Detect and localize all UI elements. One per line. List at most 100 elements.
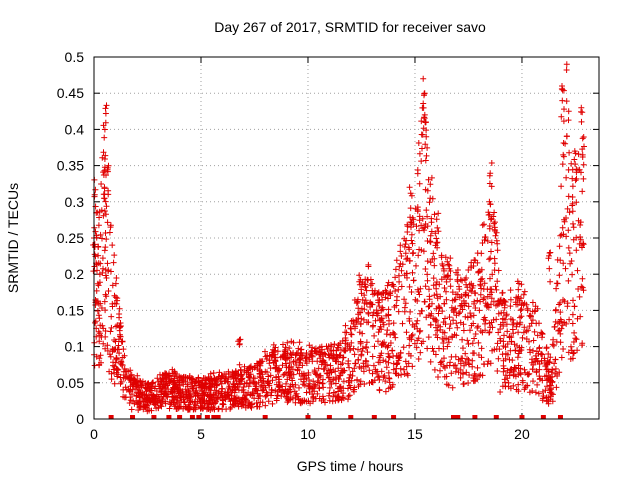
data-point (95, 222, 102, 229)
data-point (421, 227, 428, 234)
data-point (324, 361, 330, 368)
data-point (370, 322, 377, 329)
data-point (448, 304, 455, 311)
plot-frame (93, 56, 600, 420)
data-point (443, 381, 450, 388)
data-point (572, 161, 579, 168)
data-point (471, 350, 478, 357)
data-point (268, 386, 275, 393)
data-point (443, 278, 450, 285)
x-tick-label: 20 (514, 426, 530, 442)
data-point (102, 307, 109, 314)
data-point (281, 371, 288, 378)
data-point (575, 286, 582, 292)
data-point (519, 334, 526, 341)
data-point (343, 329, 350, 336)
data-point (335, 342, 342, 349)
data-point (513, 386, 520, 393)
data-point (392, 288, 399, 294)
data-point (579, 151, 586, 158)
data-point (515, 381, 522, 388)
data-point (444, 343, 451, 350)
data-point (231, 384, 238, 390)
data-point (530, 347, 536, 354)
data-point (557, 309, 564, 316)
data-point (369, 287, 376, 294)
data-point (102, 272, 109, 279)
data-point (361, 292, 368, 299)
data-point (166, 405, 173, 412)
data-point (380, 321, 387, 328)
data-point (258, 358, 265, 365)
data-point (472, 331, 479, 337)
data-point (481, 295, 488, 301)
data-point (110, 259, 117, 266)
data-point (500, 357, 507, 364)
data-point (418, 247, 425, 254)
data-point (422, 283, 429, 290)
data-point (447, 255, 454, 262)
chart-title: Day 267 of 2017, SRMTID for receiver sav… (214, 19, 486, 35)
data-point (96, 214, 103, 221)
data-point (410, 277, 417, 284)
data-point (560, 296, 566, 303)
data-point (510, 330, 517, 337)
data-point (107, 353, 114, 360)
data-point (515, 286, 522, 293)
data-point (348, 377, 355, 384)
data-point (242, 396, 249, 402)
data-point (398, 253, 405, 259)
data-point (268, 392, 274, 399)
data-point (435, 210, 442, 217)
data-point (186, 405, 193, 412)
data-point (393, 257, 400, 264)
zero-marker (455, 415, 461, 419)
data-point (238, 397, 245, 403)
data-point (361, 300, 368, 307)
data-point (558, 113, 565, 120)
data-point (385, 353, 392, 360)
data-point (431, 292, 438, 299)
data-point (335, 365, 342, 372)
data-point (369, 301, 376, 308)
data-point (434, 327, 441, 334)
data-point (577, 236, 584, 243)
data-point (190, 406, 197, 413)
data-point (95, 252, 102, 259)
data-point (532, 307, 539, 314)
data-point (100, 149, 107, 156)
data-point (382, 294, 389, 301)
data-point (286, 345, 293, 352)
data-point (119, 362, 126, 369)
data-point (403, 329, 410, 336)
data-point (185, 401, 192, 408)
data-point (111, 252, 118, 259)
data-point (215, 405, 222, 412)
data-point (577, 219, 584, 226)
data-point (292, 399, 299, 406)
data-point (319, 393, 326, 400)
data-point (315, 365, 322, 372)
data-point (237, 367, 244, 374)
data-point (494, 301, 501, 308)
data-point (215, 390, 222, 397)
data-point (180, 391, 186, 397)
zero-marker (450, 415, 456, 419)
data-point (357, 339, 364, 346)
data-point (560, 140, 567, 146)
data-point (443, 296, 450, 303)
data-point (556, 327, 563, 334)
data-point (578, 283, 585, 290)
data-point (257, 374, 264, 381)
data-point (295, 345, 302, 352)
data-point (326, 374, 333, 381)
data-point (495, 310, 502, 317)
data-point (381, 372, 388, 379)
data-point (345, 396, 351, 403)
data-point (91, 244, 98, 250)
data-point (376, 303, 383, 310)
data-point (351, 351, 358, 358)
data-point (453, 320, 460, 327)
data-point (405, 244, 412, 251)
data-point (514, 301, 521, 308)
